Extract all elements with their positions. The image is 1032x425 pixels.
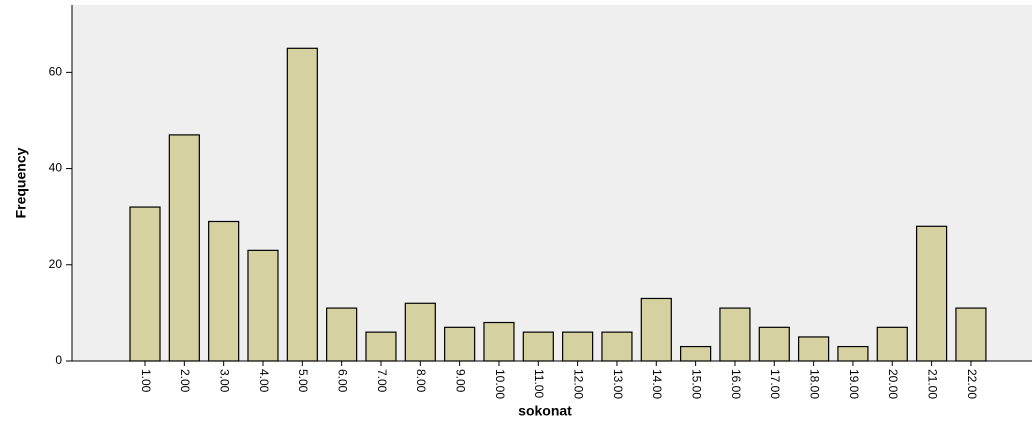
y-tick-label: 20 — [49, 257, 63, 271]
x-tick-label: 11.00 — [532, 369, 546, 398]
bar — [129, 206, 161, 362]
x-tick-label: 1.00 — [139, 369, 153, 393]
x-tick-label: 19.00 — [847, 369, 861, 399]
x-tick-label: 4.00 — [257, 369, 271, 393]
bar — [522, 331, 554, 362]
y-tick-label: 0 — [55, 353, 62, 367]
x-tick-label: 15.00 — [689, 369, 703, 399]
bar — [876, 326, 908, 362]
bar — [483, 321, 515, 362]
bar — [955, 307, 987, 362]
y-axis-title: Frequency — [13, 147, 29, 218]
x-tick-label: 17.00 — [768, 369, 782, 399]
x-tick-label: 18.00 — [807, 369, 821, 399]
bar — [798, 336, 830, 362]
y-tick-label: 60 — [49, 65, 63, 79]
bar — [208, 220, 240, 362]
bar — [758, 326, 790, 362]
x-tick-label: 12.00 — [571, 369, 585, 399]
x-tick-label: 14.00 — [650, 369, 664, 399]
x-tick-label: 13.00 — [611, 369, 625, 399]
bar — [168, 134, 200, 362]
x-tick-label: 8.00 — [414, 369, 428, 393]
bar — [326, 307, 358, 362]
bar — [640, 297, 672, 362]
bar — [837, 345, 869, 362]
bar — [562, 331, 594, 362]
x-tick-label: 10.00 — [493, 369, 507, 399]
x-tick-label: 20.00 — [886, 369, 900, 399]
bar — [247, 249, 279, 362]
bar — [719, 307, 751, 362]
bar — [680, 345, 712, 362]
bar — [601, 331, 633, 362]
bar — [444, 326, 476, 362]
x-tick-label: 6.00 — [335, 369, 349, 393]
bar — [365, 331, 397, 362]
x-tick-label: 22.00 — [965, 369, 979, 399]
bar — [915, 225, 948, 362]
y-tick-label: 40 — [49, 161, 63, 175]
bar — [286, 47, 318, 362]
x-axis-title: sokonat — [518, 403, 572, 419]
bar — [404, 302, 436, 362]
x-tick-label: 2.00 — [178, 369, 192, 393]
x-tick-label: 21.00 — [925, 369, 939, 399]
x-tick-label: 7.00 — [375, 369, 389, 393]
x-tick-label: 3.00 — [217, 369, 231, 393]
x-tick-label: 9.00 — [453, 369, 467, 393]
x-tick-label: 16.00 — [729, 369, 743, 399]
x-tick-label: 5.00 — [296, 369, 310, 393]
